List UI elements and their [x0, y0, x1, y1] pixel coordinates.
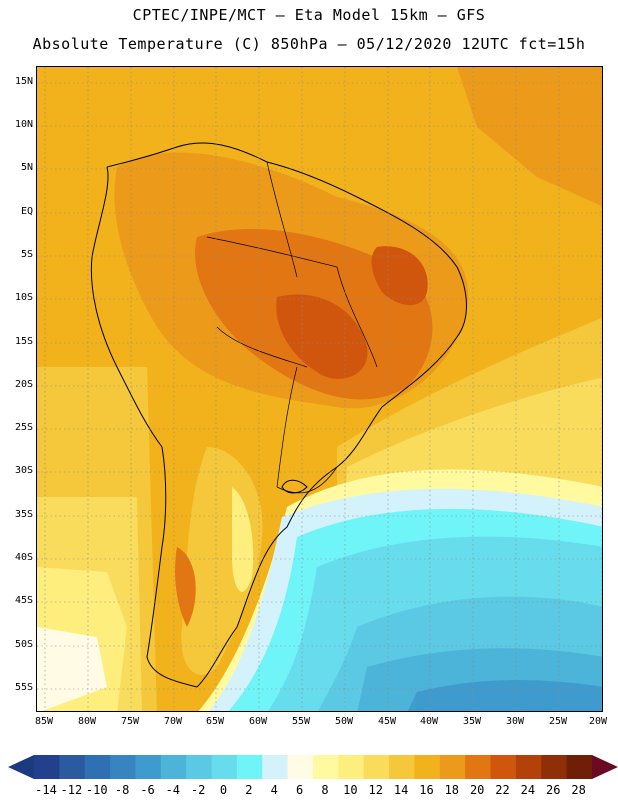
- colorbar-tick-label: -8: [114, 783, 130, 797]
- colorbar-tick-label: 16: [419, 783, 434, 797]
- colorbar-cell: [236, 755, 263, 779]
- field-ne-warm: [457, 67, 602, 207]
- colorbar-cell: [34, 755, 60, 779]
- lat-label: 40S: [14, 552, 33, 563]
- lat-label: 45S: [14, 595, 33, 606]
- colorbar-cell: [84, 755, 111, 779]
- colorbar-tick-label: -14: [35, 783, 57, 797]
- colorbar-tick-label: -12: [60, 783, 83, 797]
- country-borders: [206, 161, 378, 494]
- lon-label: 70W: [163, 716, 183, 727]
- field-andes-warm: [175, 547, 196, 627]
- colorbar-tick-label: 8: [321, 783, 329, 797]
- lat-label: EQ: [20, 206, 33, 217]
- colorbar-cell: [465, 755, 492, 779]
- colorbar-cell: [262, 755, 289, 779]
- graticule: [37, 67, 602, 711]
- colorbar-cell: [389, 755, 415, 779]
- lon-label: 65W: [205, 716, 225, 727]
- lon-label: 35W: [462, 716, 482, 727]
- lon-label: 50W: [334, 716, 354, 727]
- lat-label: 10S: [14, 292, 33, 303]
- lat-label: 10N: [14, 119, 33, 130]
- triangle-left-icon: [8, 755, 34, 779]
- colorbar-cell: [135, 755, 162, 779]
- field-northeast-hot: [371, 246, 428, 306]
- lat-label: 50S: [14, 639, 33, 650]
- lat-label: 5N: [20, 162, 33, 173]
- lon-label: 20W: [588, 716, 608, 727]
- triangle-right-icon: [592, 755, 618, 779]
- colorbar-tick-label: 18: [444, 783, 460, 797]
- colorbar-cell: [313, 755, 339, 779]
- colorbar-tick-label: -2: [190, 783, 206, 797]
- chart-title: CPTEC/INPE/MCT – Eta Model 15km – GFS: [132, 6, 486, 24]
- colorbar-tick-label: 20: [469, 783, 485, 797]
- lat-label: 20S: [14, 379, 33, 390]
- colorbar: [8, 755, 618, 779]
- coastlines: [90, 142, 467, 688]
- colorbar-cell: [110, 755, 136, 779]
- lat-label: 15S: [14, 336, 33, 347]
- la-plata-estuary: [281, 479, 308, 494]
- chart-subtitle: Absolute Temperature (C) 850hPa – 05/12/…: [32, 35, 586, 53]
- colorbar-tick-label: 28: [571, 783, 586, 797]
- lat-label: 5S: [20, 249, 33, 260]
- colorbar-tick-label: 14: [393, 783, 409, 797]
- colorbar-tick-label: -4: [165, 783, 181, 797]
- colorbar-cell: [566, 755, 593, 779]
- lon-label: 30W: [505, 716, 525, 727]
- colorbar-tick-label: 26: [546, 783, 561, 797]
- colorbar-cell: [59, 755, 86, 779]
- lat-label: 25S: [14, 422, 33, 433]
- lon-label: 40W: [419, 716, 439, 727]
- map-canvas: [37, 67, 602, 711]
- field-continent-hottest: [276, 294, 368, 379]
- colorbar-cell: [439, 755, 466, 779]
- colorbar-cell: [160, 755, 187, 779]
- colorbar-tick-label: 6: [296, 783, 304, 797]
- lat-label: 55S: [14, 682, 33, 693]
- lon-label: 85W: [34, 716, 54, 727]
- lon-label: 45W: [377, 716, 397, 727]
- lat-label: 15N: [14, 76, 33, 87]
- field-pacific-coolest: [37, 627, 107, 711]
- field-cone-cool: [232, 487, 254, 592]
- colorbar-cell: [363, 755, 390, 779]
- colorbar-tick-label: -6: [140, 783, 155, 797]
- field-south-atlantic-7: [407, 680, 602, 711]
- colorbar-cell: [515, 755, 542, 779]
- colorbar-tick-label: 2: [245, 783, 253, 797]
- colorbar-cell: [541, 755, 568, 779]
- lat-label: 35S: [14, 509, 33, 520]
- lon-label: 25W: [548, 716, 568, 727]
- colorbar-cell: [490, 755, 517, 779]
- temperature-map: [36, 66, 603, 712]
- colorbar-cell: [186, 755, 213, 779]
- colorbar-tick-label: 10: [343, 783, 358, 797]
- colorbar-cell: [287, 755, 314, 779]
- lat-label: 30S: [14, 465, 33, 476]
- colorbar-cell: [211, 755, 238, 779]
- colorbar-tick-label: 24: [520, 783, 536, 797]
- colorbar-tick-label: 12: [368, 783, 383, 797]
- colorbar-tick-label: 4: [270, 783, 278, 797]
- lon-label: 80W: [77, 716, 97, 727]
- lon-label: 75W: [120, 716, 140, 727]
- colorbar-tick-label: -10: [85, 783, 108, 797]
- colorbar-cell: [414, 755, 441, 779]
- lon-label: 55W: [291, 716, 311, 727]
- colorbar-tick-label: 22: [495, 783, 510, 797]
- colorbar-cells: [34, 755, 593, 779]
- lon-label: 60W: [248, 716, 268, 727]
- colorbar-cell: [338, 755, 365, 779]
- east-coastline: [106, 142, 467, 688]
- colorbar-tick-label: 0: [219, 783, 228, 797]
- west-coastline: [90, 166, 198, 688]
